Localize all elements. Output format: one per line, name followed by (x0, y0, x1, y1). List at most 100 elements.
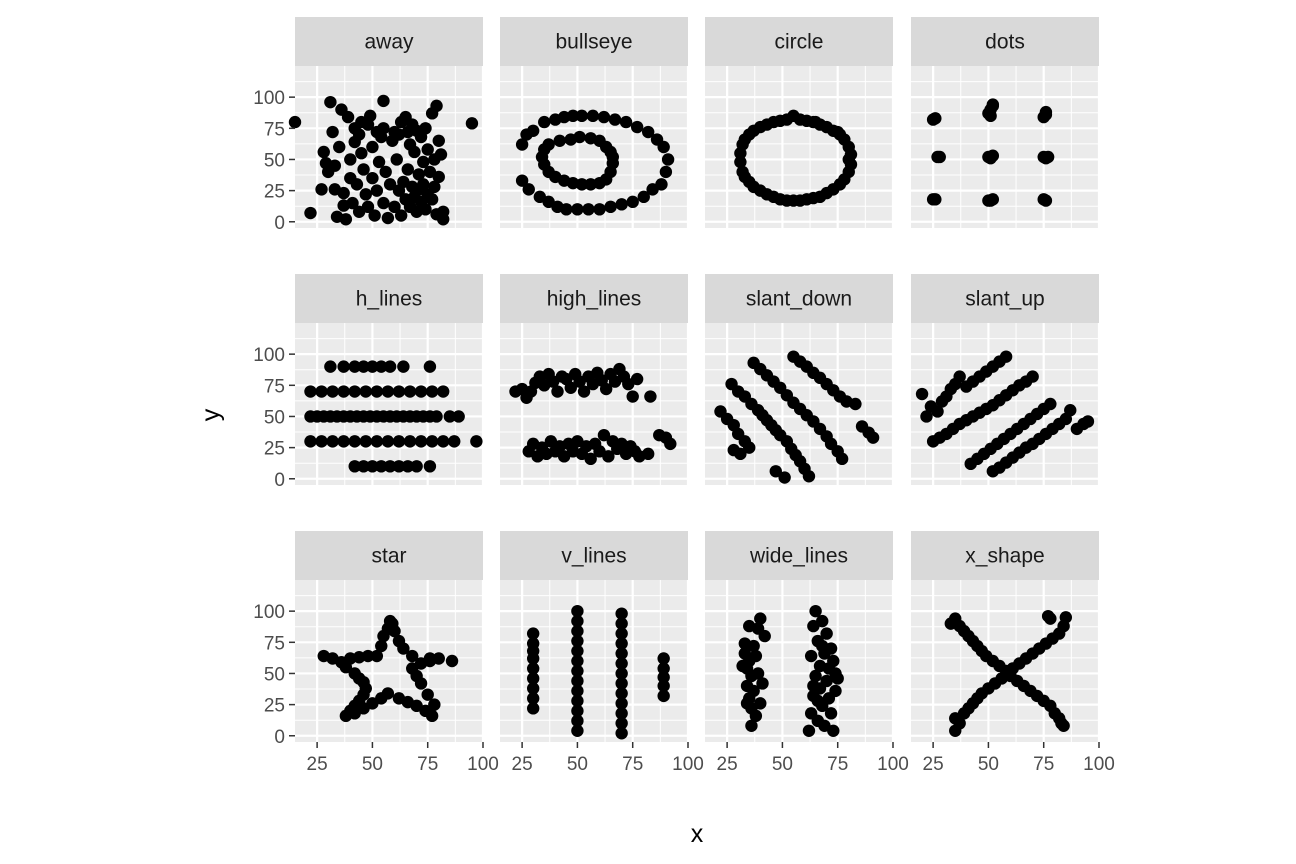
data-point (802, 470, 816, 483)
data-point (931, 405, 944, 418)
data-point (571, 684, 584, 698)
data-point (339, 213, 353, 226)
y-axis-title: y (197, 408, 225, 421)
facet-star: star 0 25 50 75 100 25 50 75 100 (253, 531, 499, 775)
data-point (571, 724, 584, 737)
data-point (397, 360, 410, 373)
data-point (769, 465, 782, 478)
data-point (526, 692, 540, 705)
data-point (615, 717, 628, 730)
x-tick-label: 100 (1083, 754, 1115, 775)
data-point (736, 659, 749, 673)
facet-panel-background (500, 66, 688, 228)
data-point (408, 145, 421, 159)
x-tick-label: 50 (978, 754, 999, 775)
x-tick-label: 75 (417, 754, 438, 775)
data-point (584, 452, 597, 466)
facet-panel-background (911, 66, 1099, 228)
facet-high_lines: high_lines (500, 274, 690, 485)
data-point (802, 724, 816, 737)
facet-strip (500, 531, 688, 580)
data-point (659, 165, 673, 179)
data-point (443, 410, 457, 423)
data-point (452, 410, 465, 423)
data-point (526, 682, 540, 695)
facet-strip (705, 274, 893, 323)
data-point (745, 719, 758, 732)
facet-h_lines: h_lines 0 25 50 75 100 (253, 274, 485, 491)
data-point (392, 460, 406, 473)
data-point (1064, 404, 1077, 417)
x-tick-label: 25 (717, 754, 738, 775)
x-tick-label: 100 (877, 754, 909, 775)
data-point (807, 679, 820, 693)
facet-strip (295, 274, 483, 323)
facet-strip (911, 274, 1099, 323)
data-point (615, 637, 628, 650)
data-point (432, 170, 445, 184)
data-point (644, 390, 657, 403)
facet-strip-label: x_shape (965, 545, 1044, 568)
data-point (929, 193, 942, 206)
data-point (809, 115, 822, 129)
data-point (842, 153, 855, 166)
data-point (986, 149, 1000, 162)
data-point (324, 95, 337, 109)
data-point (586, 109, 600, 123)
data-point (740, 697, 754, 710)
data-point (470, 435, 483, 448)
data-point (566, 109, 580, 123)
data-point (615, 687, 628, 700)
x-tick-label: 50 (567, 754, 588, 775)
data-point (816, 639, 829, 653)
data-point (641, 447, 655, 461)
data-point (778, 471, 791, 484)
data-point (366, 360, 379, 373)
data-point (615, 657, 628, 670)
data-point (827, 724, 840, 737)
x-tick-label: 75 (827, 754, 848, 775)
data-point (1039, 194, 1053, 207)
facet-panel-background (295, 323, 483, 485)
data-point (615, 617, 628, 630)
data-point (370, 184, 384, 197)
data-point (615, 727, 628, 740)
data-point (390, 153, 403, 166)
data-point (361, 200, 375, 214)
data-point (933, 150, 946, 164)
data-point (401, 460, 414, 473)
data-point (421, 143, 434, 156)
data-point (359, 385, 372, 398)
data-point (831, 125, 844, 139)
facet-v_lines: v_lines 25 50 75 100 (500, 531, 704, 775)
facet-strip-label: dots (985, 31, 1025, 54)
x-tick-label: 50 (362, 754, 383, 775)
data-point (560, 203, 573, 216)
data-point (366, 460, 379, 473)
data-point (428, 698, 441, 711)
data-point (359, 188, 372, 201)
data-point (564, 381, 577, 394)
data-point (615, 198, 628, 211)
data-point (571, 674, 584, 688)
data-point (370, 385, 384, 398)
data-point (359, 435, 372, 448)
data-point (608, 113, 622, 126)
data-point (326, 385, 339, 398)
data-point (657, 652, 670, 665)
x-tick-label: 75 (1033, 754, 1054, 775)
data-point (344, 153, 357, 166)
data-point (425, 385, 439, 398)
data-point (315, 183, 328, 196)
facet-panel-background (705, 580, 893, 742)
facet-slant_down: slant_down (705, 274, 895, 485)
facet-circle: circle (705, 17, 895, 228)
data-point (423, 460, 437, 473)
data-point (749, 709, 763, 723)
x-tick-label: 50 (772, 754, 793, 775)
data-point (615, 647, 628, 660)
facet-strip-label: high_lines (547, 288, 642, 311)
data-point (593, 203, 606, 216)
data-point (379, 165, 392, 179)
x-tick-label: 25 (307, 754, 328, 775)
